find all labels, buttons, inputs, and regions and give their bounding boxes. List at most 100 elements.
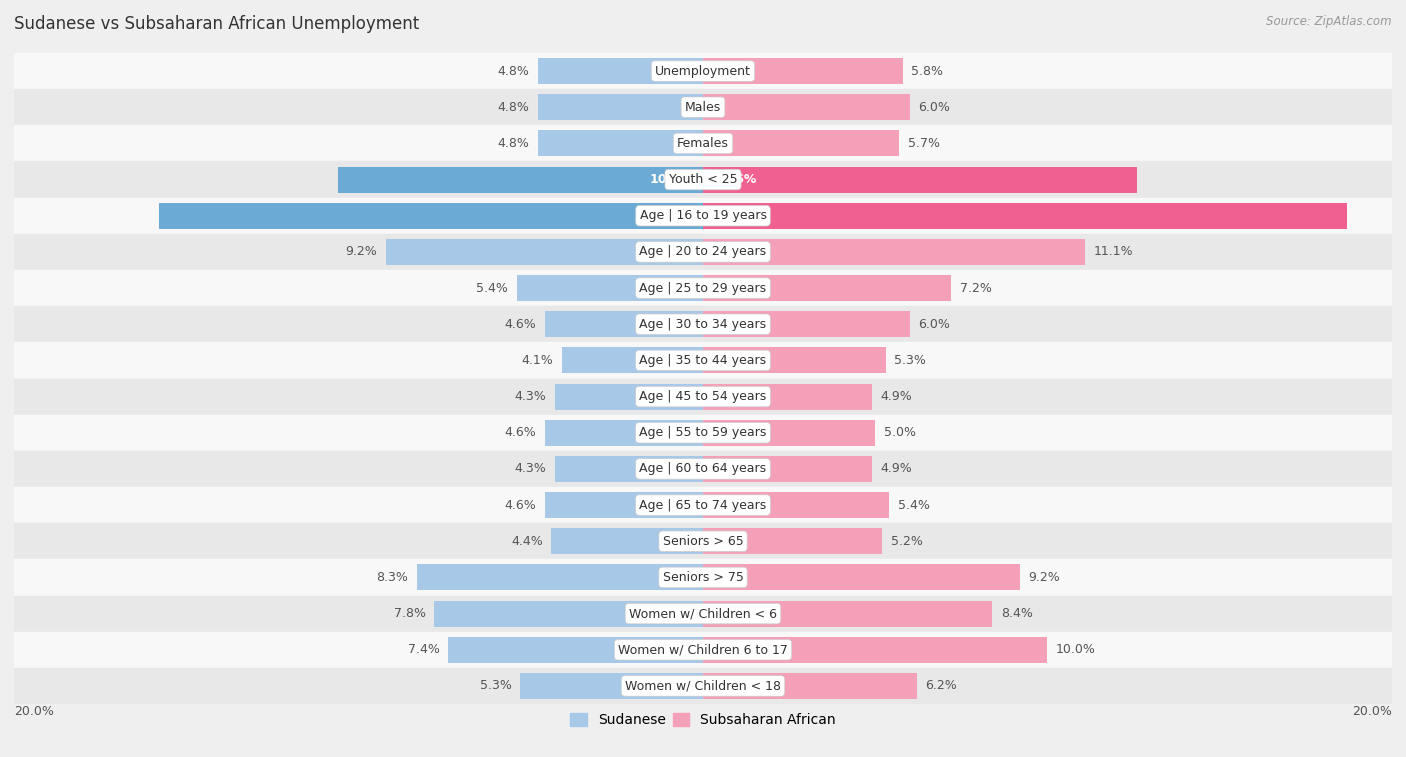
- Text: Age | 35 to 44 years: Age | 35 to 44 years: [640, 354, 766, 367]
- Bar: [703, 600, 993, 627]
- Text: Males: Males: [685, 101, 721, 114]
- Bar: [520, 673, 703, 699]
- Text: 9.2%: 9.2%: [1029, 571, 1060, 584]
- Bar: [703, 94, 910, 120]
- Text: Unemployment: Unemployment: [655, 64, 751, 77]
- Bar: [703, 637, 1047, 663]
- Text: Age | 45 to 54 years: Age | 45 to 54 years: [640, 390, 766, 403]
- Bar: [14, 415, 1392, 451]
- Bar: [537, 58, 703, 84]
- Text: 4.4%: 4.4%: [510, 534, 543, 548]
- Text: 6.2%: 6.2%: [925, 680, 957, 693]
- Text: 4.6%: 4.6%: [505, 499, 536, 512]
- Text: 4.6%: 4.6%: [505, 426, 536, 439]
- Bar: [703, 673, 917, 699]
- Text: 7.2%: 7.2%: [960, 282, 991, 294]
- Bar: [14, 559, 1392, 596]
- Text: Age | 55 to 59 years: Age | 55 to 59 years: [640, 426, 766, 439]
- Text: 4.9%: 4.9%: [880, 463, 912, 475]
- Text: Age | 16 to 19 years: Age | 16 to 19 years: [640, 209, 766, 223]
- Text: Women w/ Children < 6: Women w/ Children < 6: [628, 607, 778, 620]
- Bar: [14, 668, 1392, 704]
- Text: 5.3%: 5.3%: [894, 354, 927, 367]
- Text: 5.4%: 5.4%: [477, 282, 509, 294]
- Bar: [14, 126, 1392, 161]
- Bar: [387, 239, 703, 265]
- Text: 4.8%: 4.8%: [498, 137, 529, 150]
- Bar: [703, 203, 1347, 229]
- Bar: [703, 239, 1085, 265]
- Text: Age | 30 to 34 years: Age | 30 to 34 years: [640, 318, 766, 331]
- Bar: [14, 451, 1392, 487]
- Bar: [703, 311, 910, 338]
- Bar: [551, 528, 703, 554]
- Text: 20.0%: 20.0%: [14, 705, 53, 718]
- Text: Women w/ Children 6 to 17: Women w/ Children 6 to 17: [619, 643, 787, 656]
- Bar: [449, 637, 703, 663]
- Text: Females: Females: [678, 137, 728, 150]
- Bar: [14, 523, 1392, 559]
- Bar: [537, 94, 703, 120]
- Bar: [703, 275, 950, 301]
- Legend: Sudanese, Subsaharan African: Sudanese, Subsaharan African: [564, 708, 842, 733]
- Bar: [14, 306, 1392, 342]
- Bar: [14, 234, 1392, 270]
- Text: 11.1%: 11.1%: [1094, 245, 1133, 258]
- Text: 18.7%: 18.7%: [713, 209, 756, 223]
- Text: Age | 65 to 74 years: Age | 65 to 74 years: [640, 499, 766, 512]
- Text: 5.8%: 5.8%: [911, 64, 943, 77]
- Text: 6.0%: 6.0%: [918, 101, 950, 114]
- Bar: [562, 347, 703, 373]
- Text: Women w/ Children < 18: Women w/ Children < 18: [626, 680, 780, 693]
- Bar: [703, 456, 872, 482]
- Text: 5.2%: 5.2%: [891, 534, 922, 548]
- Bar: [14, 631, 1392, 668]
- Bar: [703, 58, 903, 84]
- Text: 4.3%: 4.3%: [515, 390, 547, 403]
- Bar: [337, 167, 703, 192]
- Bar: [14, 161, 1392, 198]
- Bar: [555, 456, 703, 482]
- Bar: [703, 419, 875, 446]
- Bar: [418, 565, 703, 590]
- Text: 4.8%: 4.8%: [498, 101, 529, 114]
- Bar: [14, 89, 1392, 126]
- Bar: [14, 198, 1392, 234]
- Bar: [703, 167, 1137, 192]
- Text: 4.3%: 4.3%: [515, 463, 547, 475]
- Bar: [544, 492, 703, 518]
- Bar: [14, 596, 1392, 631]
- Text: 10.0%: 10.0%: [1056, 643, 1095, 656]
- Text: 4.6%: 4.6%: [505, 318, 536, 331]
- Text: 12.6%: 12.6%: [713, 173, 756, 186]
- Bar: [544, 419, 703, 446]
- Bar: [703, 565, 1019, 590]
- Bar: [14, 53, 1392, 89]
- Bar: [14, 487, 1392, 523]
- Text: Youth < 25: Youth < 25: [669, 173, 737, 186]
- Text: 5.7%: 5.7%: [908, 137, 941, 150]
- Text: 15.8%: 15.8%: [650, 209, 693, 223]
- Text: 10.6%: 10.6%: [650, 173, 693, 186]
- Text: 9.2%: 9.2%: [346, 245, 377, 258]
- Text: Seniors > 75: Seniors > 75: [662, 571, 744, 584]
- Bar: [517, 275, 703, 301]
- Text: 8.3%: 8.3%: [377, 571, 409, 584]
- Text: 4.1%: 4.1%: [522, 354, 553, 367]
- Bar: [703, 528, 882, 554]
- Bar: [14, 342, 1392, 378]
- Bar: [537, 130, 703, 157]
- Bar: [555, 384, 703, 410]
- Text: 20.0%: 20.0%: [1353, 705, 1392, 718]
- Text: 7.4%: 7.4%: [408, 643, 440, 656]
- Text: 5.4%: 5.4%: [897, 499, 929, 512]
- Text: Age | 25 to 29 years: Age | 25 to 29 years: [640, 282, 766, 294]
- Text: 8.4%: 8.4%: [1001, 607, 1033, 620]
- Text: 6.0%: 6.0%: [918, 318, 950, 331]
- Text: Age | 20 to 24 years: Age | 20 to 24 years: [640, 245, 766, 258]
- Bar: [434, 600, 703, 627]
- Bar: [703, 130, 900, 157]
- Text: 4.8%: 4.8%: [498, 64, 529, 77]
- Text: 5.3%: 5.3%: [479, 680, 512, 693]
- Text: Seniors > 65: Seniors > 65: [662, 534, 744, 548]
